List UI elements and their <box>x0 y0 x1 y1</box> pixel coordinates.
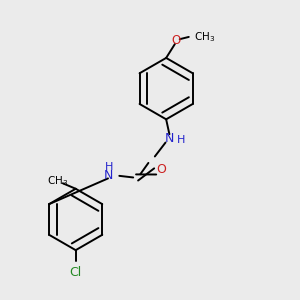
Text: H: H <box>176 135 185 145</box>
Text: H: H <box>104 162 113 172</box>
Text: N: N <box>165 132 174 145</box>
Text: N: N <box>103 169 113 182</box>
Text: O: O <box>156 163 166 176</box>
Text: CH$_3$: CH$_3$ <box>194 30 215 44</box>
Text: Cl: Cl <box>70 266 82 279</box>
Text: CH$_3$: CH$_3$ <box>47 174 68 188</box>
Text: O: O <box>171 34 181 47</box>
